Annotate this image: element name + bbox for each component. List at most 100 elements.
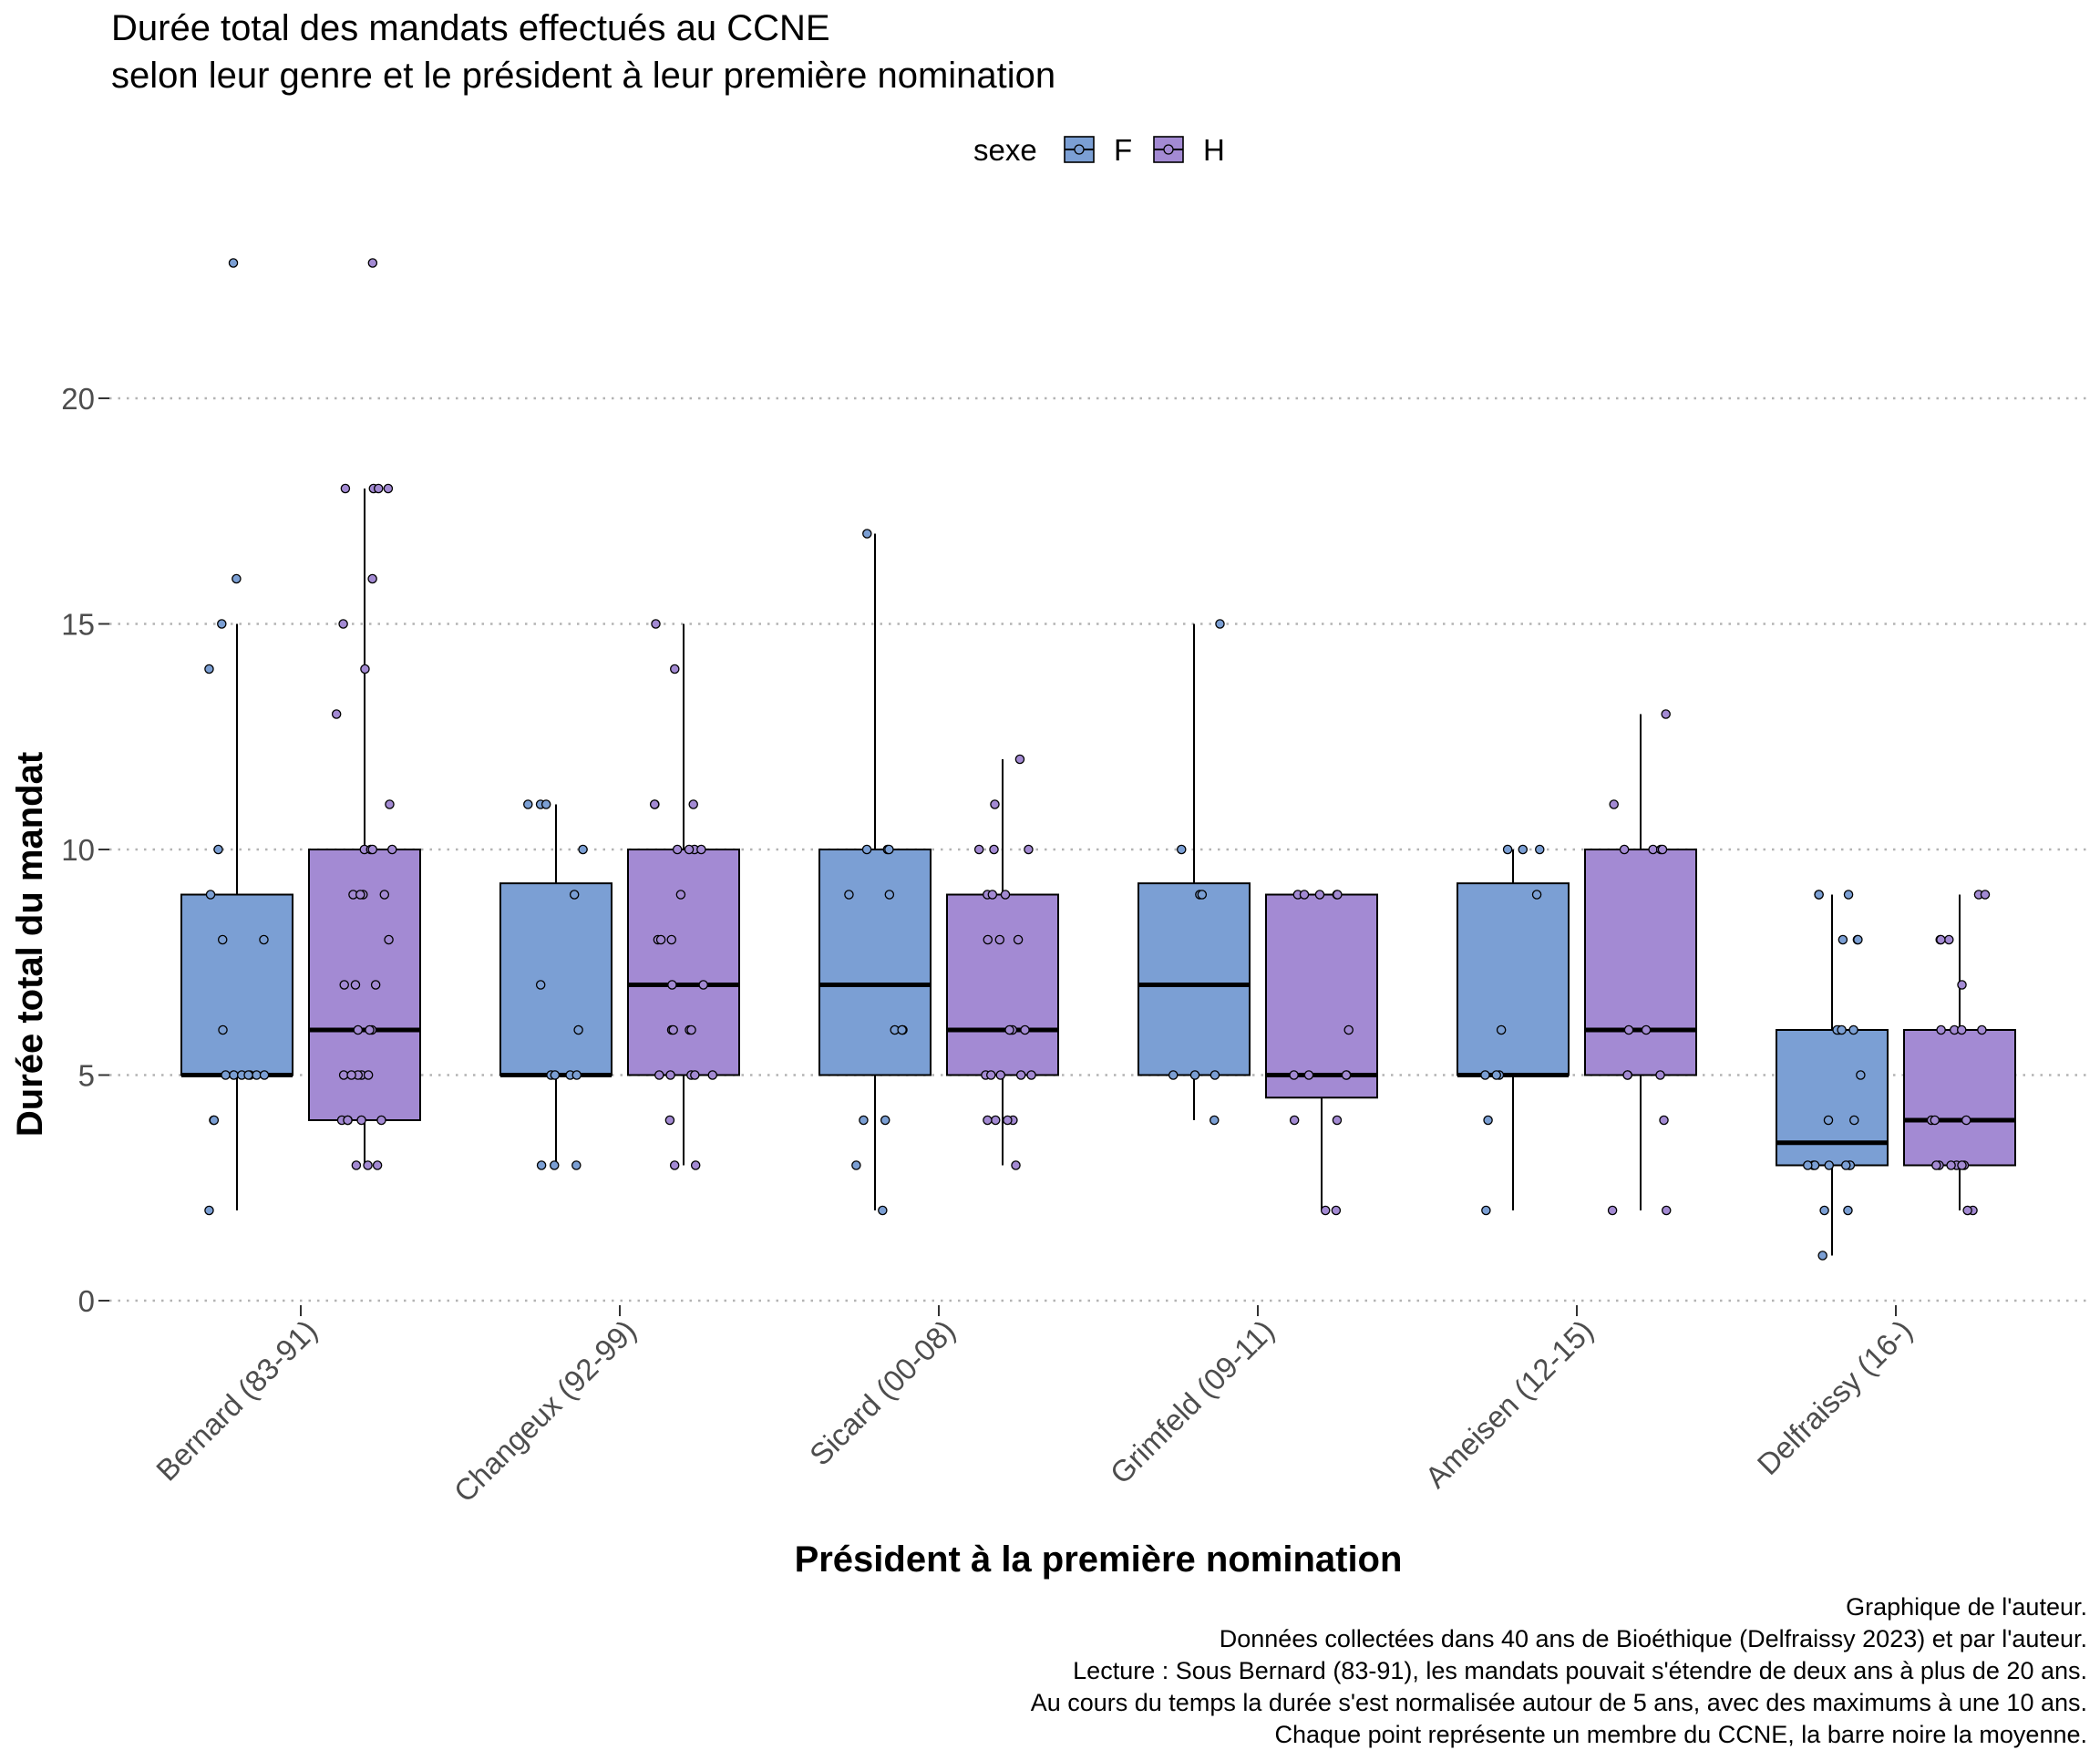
data-point <box>228 258 239 268</box>
data-point <box>696 844 706 855</box>
y-tick-label: 10 <box>61 833 95 867</box>
data-point <box>1332 1115 1343 1126</box>
data-point <box>384 934 394 945</box>
data-point <box>1661 1205 1672 1216</box>
y-tick-label: 15 <box>61 608 95 642</box>
data-point <box>1853 934 1863 945</box>
data-point <box>1189 1070 1200 1080</box>
data-point <box>383 483 394 494</box>
data-point <box>1803 1160 1813 1170</box>
data-point <box>1843 890 1854 900</box>
data-point <box>217 934 228 945</box>
data-point <box>1020 1024 1030 1035</box>
data-point <box>1661 709 1671 719</box>
data-point <box>1837 1024 1847 1035</box>
caption-line: Graphique de l'auteur. <box>1846 1593 2087 1621</box>
data-point <box>1623 1024 1634 1035</box>
data-point <box>1531 890 1542 900</box>
data-point <box>880 1115 890 1126</box>
chart-title: Durée total des mandats effectués au CCN… <box>111 8 830 48</box>
data-point <box>983 934 993 945</box>
box-body <box>818 849 932 1076</box>
data-point <box>665 1070 675 1080</box>
data-point <box>1819 1205 1829 1216</box>
data-point <box>1944 934 1954 945</box>
data-point <box>990 799 1000 809</box>
data-point <box>367 844 377 855</box>
data-point <box>363 1160 373 1170</box>
data-point <box>217 619 227 629</box>
data-point <box>1823 1115 1834 1126</box>
data-point <box>1814 890 1824 900</box>
box-h-3 <box>1265 893 1378 1210</box>
data-point <box>878 1205 888 1216</box>
data-point <box>1483 1115 1493 1126</box>
data-point <box>1824 1160 1835 1170</box>
legend-swatch-h-point <box>1163 144 1174 155</box>
data-point <box>221 1070 231 1080</box>
data-point <box>670 664 680 674</box>
box-h-2 <box>946 759 1059 1166</box>
plot-area <box>180 258 2016 1261</box>
legend-title: sexe <box>973 133 1037 167</box>
box-body <box>1265 893 1378 1099</box>
data-point <box>897 1024 907 1035</box>
data-point <box>1956 1024 1967 1035</box>
data-point <box>1848 1024 1858 1035</box>
data-point <box>983 1115 993 1126</box>
legend: sexe F H <box>973 133 1225 167</box>
data-point <box>1657 844 1668 855</box>
data-point <box>1622 1070 1632 1080</box>
box-f-2 <box>818 533 932 1210</box>
data-point <box>550 1070 561 1080</box>
box-f-4 <box>1457 849 1570 1210</box>
caption-line: Données collectées dans 40 ans de Bioéth… <box>1220 1625 2087 1652</box>
data-point <box>370 980 381 990</box>
data-point <box>690 1070 700 1080</box>
data-point <box>1535 844 1545 855</box>
data-point <box>844 890 854 900</box>
data-point <box>986 1070 996 1080</box>
data-point <box>1168 1070 1179 1080</box>
data-point <box>1817 1251 1827 1261</box>
data-point <box>1841 1160 1851 1170</box>
data-point <box>1481 1205 1491 1216</box>
data-point <box>339 980 349 990</box>
data-point <box>1930 1115 1940 1126</box>
data-point <box>1177 844 1187 855</box>
data-point <box>1961 1115 1971 1126</box>
data-point <box>669 1160 680 1170</box>
data-point <box>373 483 384 494</box>
data-point <box>987 890 998 900</box>
data-point <box>1026 1070 1036 1080</box>
data-point <box>1502 844 1513 855</box>
data-point <box>649 799 660 809</box>
data-point <box>651 619 661 629</box>
data-point <box>686 1024 696 1035</box>
data-point <box>385 799 395 809</box>
y-tick-label: 5 <box>78 1059 95 1093</box>
data-point <box>989 844 999 855</box>
data-point <box>571 1160 582 1170</box>
y-tick-label: 0 <box>78 1284 95 1318</box>
data-point <box>346 1070 356 1080</box>
data-point <box>1210 1070 1220 1080</box>
box-h-1 <box>627 623 740 1166</box>
box-body <box>1138 882 1251 1076</box>
data-point <box>1936 1024 1946 1035</box>
data-point <box>356 1115 366 1126</box>
data-point <box>1641 1024 1652 1035</box>
data-point <box>1849 1115 1859 1126</box>
box-f-3 <box>1138 623 1251 1120</box>
data-point <box>535 980 546 990</box>
data-point <box>259 1070 270 1080</box>
data-point <box>1491 1070 1501 1080</box>
data-point <box>204 664 214 674</box>
data-point <box>1655 1070 1665 1080</box>
data-point <box>204 1205 214 1216</box>
box-body <box>1903 1029 2016 1167</box>
data-point <box>654 1070 664 1080</box>
data-point <box>1619 844 1630 855</box>
data-point <box>1843 1205 1853 1216</box>
